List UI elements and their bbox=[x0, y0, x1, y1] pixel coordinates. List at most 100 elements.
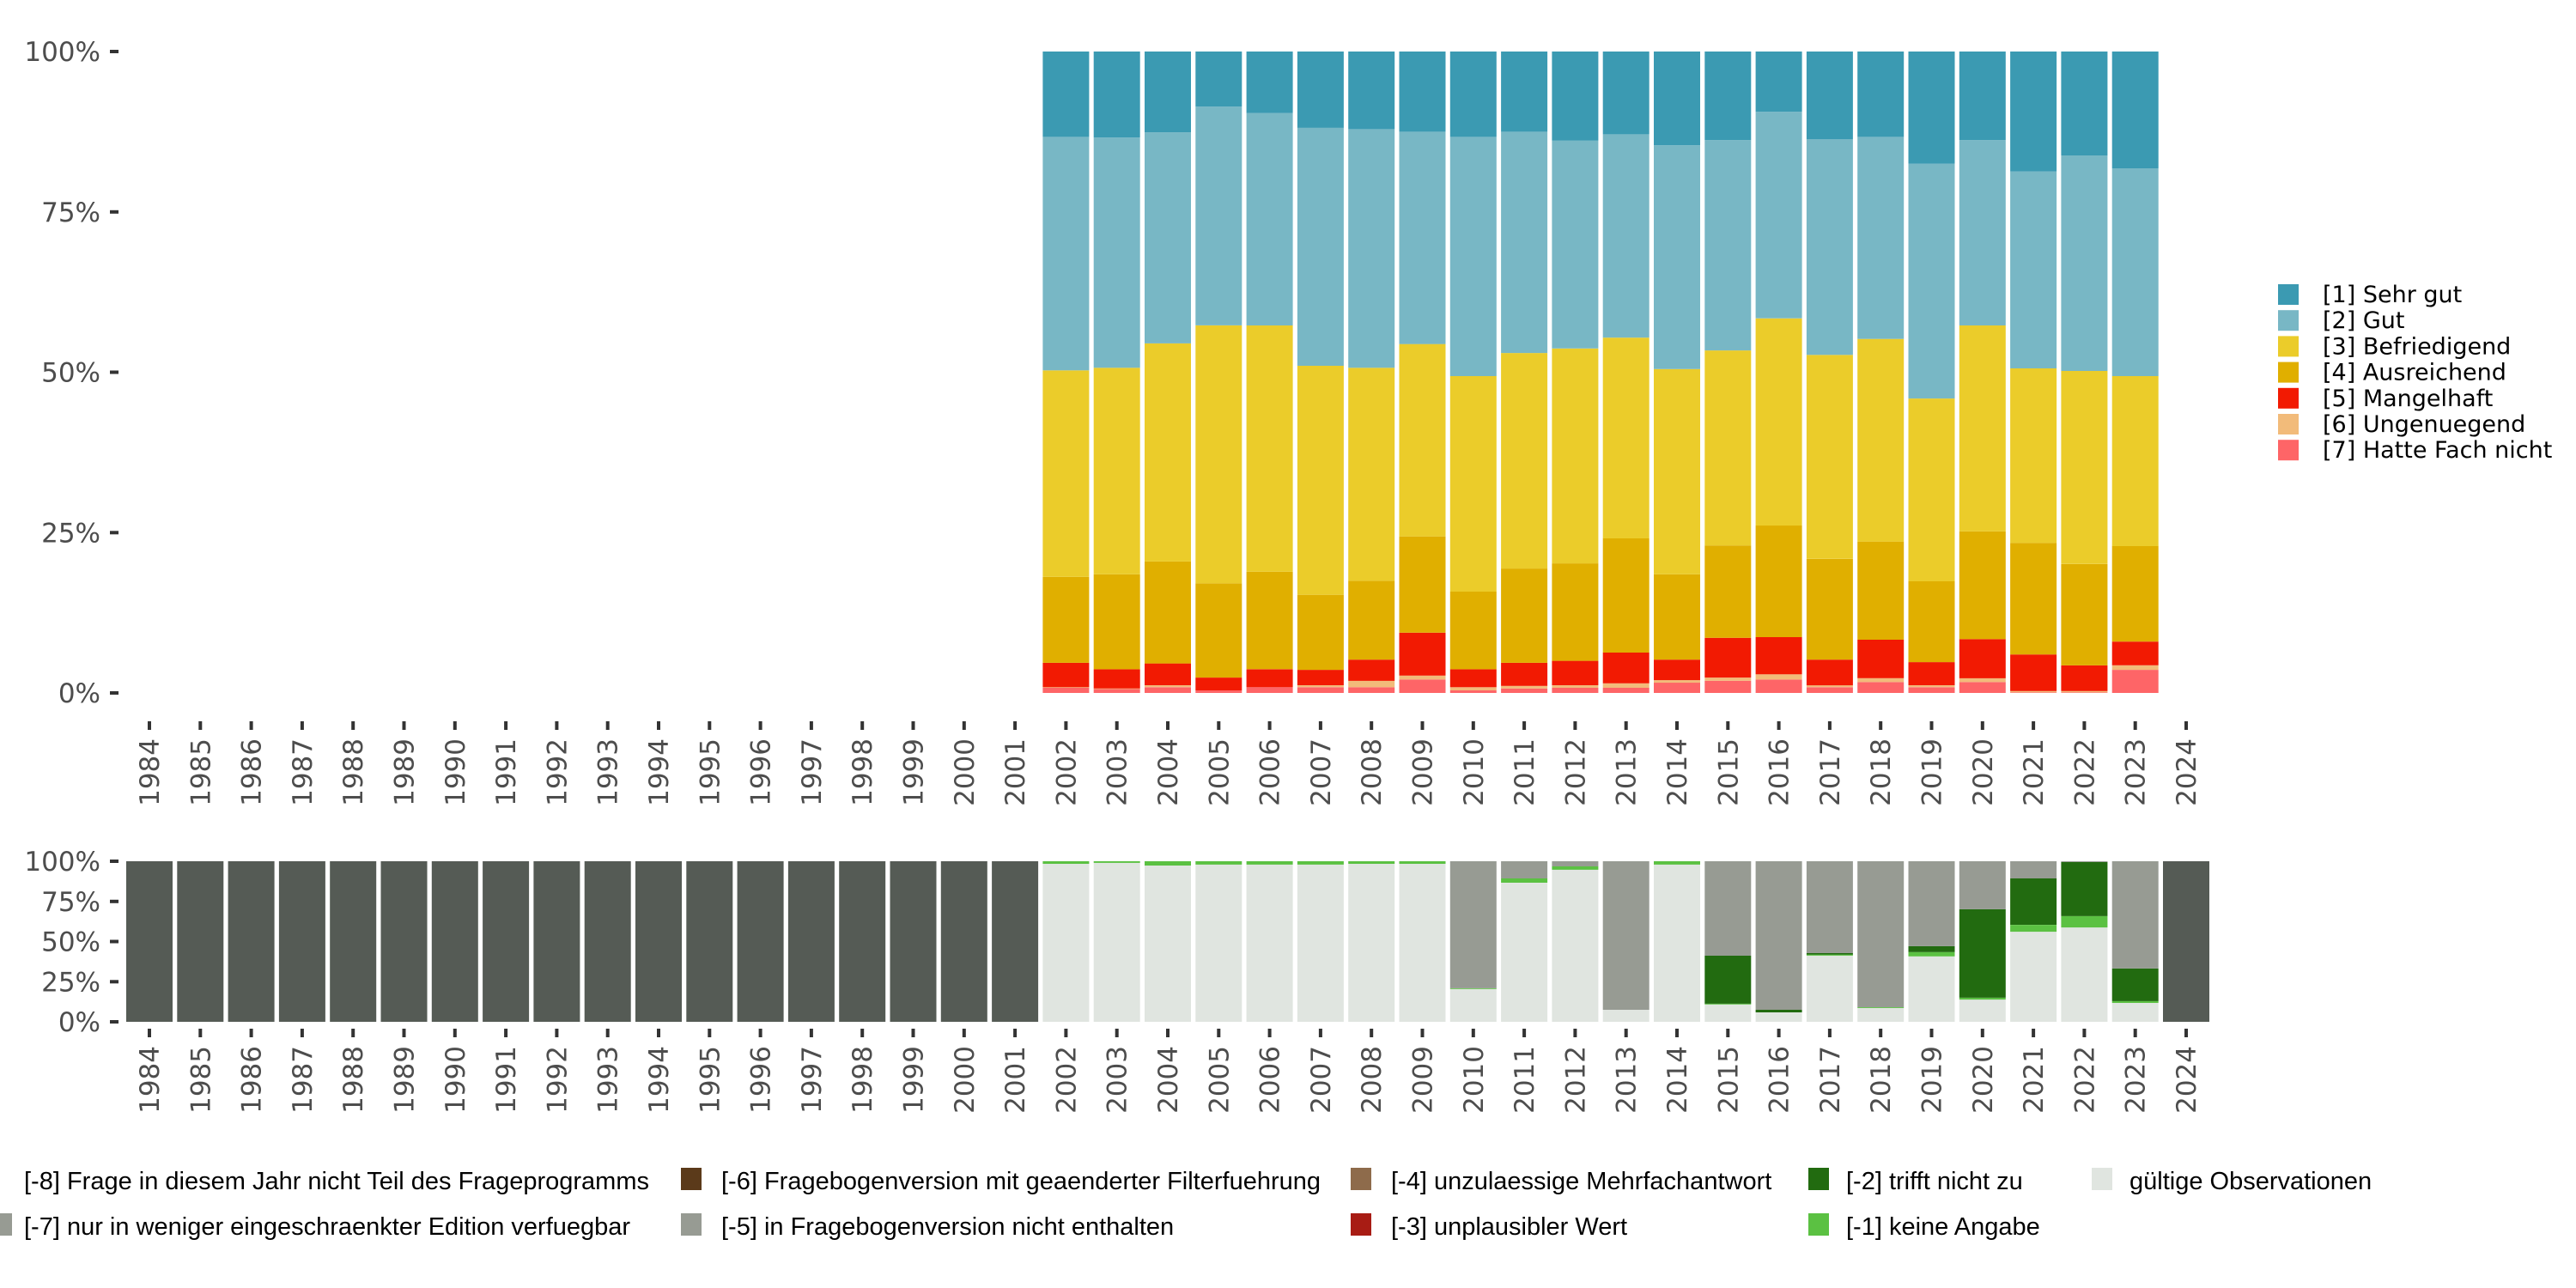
bottom-x-tick-label: 2021 bbox=[2019, 1046, 2050, 1114]
legend-label-1-sehr-gut: [1] Sehr gut bbox=[2323, 282, 2462, 308]
bottom-x-tick-label: 1999 bbox=[899, 1046, 930, 1114]
top-bar-2011-1-sehr-gut bbox=[1501, 52, 1548, 132]
bottom-x-tick-label: 1988 bbox=[338, 1046, 369, 1114]
bottom-bar-2013-g-ltige-observationen bbox=[1602, 1010, 1649, 1022]
bottom-bar-2018-5-in-fragebogenversion-nicht-enthalten bbox=[1857, 861, 1905, 1007]
top-x-tick-label: 2022 bbox=[2069, 738, 2100, 806]
bottom-x-tick-mark bbox=[708, 1029, 712, 1037]
bottom-bar-2020-5-in-fragebogenversion-nicht-enthalten bbox=[1959, 861, 2006, 909]
top-x-tick-mark bbox=[1980, 721, 1984, 730]
top-legend: [1] Sehr gut[2] Gut[3] Befriedigend[4] A… bbox=[2278, 282, 2552, 464]
top-bar-2014-3-befriedigend bbox=[1654, 368, 1700, 574]
bottom-y-tick-label: 100% bbox=[24, 847, 100, 878]
top-x-tick-mark bbox=[2133, 721, 2137, 730]
top-bar-2022-1-sehr-gut bbox=[2061, 52, 2108, 155]
top-bar-2017-4-ausreichend bbox=[1806, 558, 1853, 660]
bottom-x-tick-label: 1995 bbox=[695, 1046, 726, 1114]
top-bar-2005-7-hatte-fach-nicht bbox=[1195, 690, 1242, 693]
bottom-x-tick-label: 1998 bbox=[848, 1046, 878, 1114]
top-bar-2002-2-gut bbox=[1042, 137, 1090, 371]
bottom-bar-1990-8-frage-in-diesem-jahr-nicht-teil-des-frageprogramms bbox=[431, 861, 478, 1022]
bottom-bar-2002-1-keine-angabe bbox=[1042, 861, 1090, 864]
top-bar-2018-7-hatte-fach-nicht bbox=[1857, 682, 1905, 693]
legend-label-g-ltige-observationen: gültige Observationen bbox=[2129, 1168, 2372, 1195]
bottom-bar-2007-g-ltige-observationen bbox=[1297, 864, 1344, 1022]
bottom-x-tick-mark bbox=[453, 1029, 457, 1037]
bottom-plot-area bbox=[126, 861, 2209, 1022]
top-x-tick-mark bbox=[2032, 721, 2036, 730]
bottom-x-tick-label: 2010 bbox=[1459, 1046, 1490, 1114]
bottom-y-tick-label: 75% bbox=[41, 887, 100, 918]
top-x-tick-label: 1999 bbox=[899, 738, 930, 806]
bottom-x-tick-label: 2020 bbox=[1968, 1046, 1999, 1114]
top-bar-2014-7-hatte-fach-nicht bbox=[1654, 683, 1700, 693]
bottom-x-tick-label: 1990 bbox=[440, 1046, 471, 1114]
bottom-bar-1992-8-frage-in-diesem-jahr-nicht-teil-des-frageprogramms bbox=[533, 861, 580, 1022]
bottom-bar-2021-2-trifft-nicht-zu bbox=[2010, 878, 2057, 925]
bottom-x-tick-mark bbox=[1013, 1029, 1018, 1037]
top-bar-2006-1-sehr-gut bbox=[1246, 52, 1293, 113]
top-bar-2021-5-mangelhaft bbox=[2010, 654, 2057, 691]
top-bar-2007-3-befriedigend bbox=[1297, 366, 1344, 595]
bottom-x-tick-mark bbox=[148, 1029, 151, 1037]
bottom-x-tick-mark bbox=[555, 1029, 559, 1037]
top-x-tick-mark bbox=[911, 721, 915, 730]
bottom-x-tick-label: 2012 bbox=[1560, 1046, 1591, 1114]
top-bar-2017-6-ungenuegend bbox=[1806, 685, 1853, 688]
bottom-x-tick-label: 1994 bbox=[644, 1046, 675, 1114]
legend-label-3-befriedigend: [3] Befriedigend bbox=[2323, 333, 2511, 360]
top-x-tick-mark bbox=[148, 721, 151, 730]
top-bar-2015-6-ungenuegend bbox=[1704, 677, 1752, 681]
top-bar-2011-2-gut bbox=[1501, 131, 1548, 354]
top-y-tick-label: 100% bbox=[24, 37, 100, 68]
bottom-bar-2012-5-in-fragebogenversion-nicht-enthalten bbox=[1552, 861, 1599, 866]
bottom-bar-2014-1-keine-angabe bbox=[1654, 861, 1700, 865]
bottom-bar-2011-1-keine-angabe bbox=[1501, 878, 1548, 883]
bottom-bar-2019-g-ltige-observationen bbox=[1908, 956, 1955, 1022]
bottom-x-tick-mark bbox=[1624, 1029, 1628, 1037]
bottom-x-tick-mark bbox=[1879, 1029, 1883, 1037]
top-x-tick-label: 2011 bbox=[1510, 738, 1540, 806]
top-bar-2002-4-ausreichend bbox=[1042, 576, 1090, 663]
legend-label-6-fragebogenversion-mit-geaenderter-filterfuehrung: [-6] Fragebogenversion mit geaenderter F… bbox=[721, 1168, 1321, 1195]
bottom-bar-1993-8-frage-in-diesem-jahr-nicht-teil-des-frageprogramms bbox=[584, 861, 631, 1022]
top-y-tick-mark bbox=[110, 50, 118, 53]
bottom-bar-2024-8-frage-in-diesem-jahr-nicht-teil-des-frageprogramms bbox=[2163, 861, 2209, 1022]
top-bar-2021-4-ausreichend bbox=[2010, 543, 2057, 655]
top-bar-2008-2-gut bbox=[1348, 129, 1395, 368]
top-bar-2023-4-ausreichend bbox=[2111, 545, 2159, 642]
top-bar-2016-5-mangelhaft bbox=[1755, 637, 1802, 675]
top-x-tick-label: 1991 bbox=[491, 738, 522, 806]
top-bar-2014-2-gut bbox=[1654, 145, 1700, 369]
bottom-bar-2012-1-keine-angabe bbox=[1552, 866, 1599, 870]
bottom-bar-2015-5-in-fragebogenversion-nicht-enthalten bbox=[1704, 861, 1752, 956]
top-x-tick-label: 2013 bbox=[1612, 738, 1643, 806]
top-bar-2010-1-sehr-gut bbox=[1449, 52, 1497, 137]
bottom-x-tick-label: 2006 bbox=[1255, 1046, 1286, 1114]
top-x-tick-mark bbox=[453, 721, 457, 730]
bottom-x-tick-mark bbox=[1420, 1029, 1425, 1037]
top-y-tick-mark bbox=[110, 691, 118, 695]
bottom-x-tick-label: 2019 bbox=[1917, 1046, 1948, 1114]
top-bar-2019-5-mangelhaft bbox=[1908, 662, 1955, 685]
bottom-x-tick-label: 2009 bbox=[1408, 1046, 1439, 1114]
bottom-y-tick-label: 25% bbox=[41, 967, 100, 998]
top-x-tick-mark bbox=[1777, 721, 1781, 730]
top-x-tick-mark bbox=[2082, 721, 2087, 730]
top-y-tick-mark bbox=[110, 531, 118, 535]
top-x-tick-label: 2018 bbox=[1866, 738, 1897, 806]
bottom-y-tick-mark bbox=[110, 860, 118, 863]
top-x-tick-mark bbox=[708, 721, 712, 730]
top-bar-2002-1-sehr-gut bbox=[1042, 52, 1090, 137]
bottom-x-axis: 1984 1985 1986 1987 1988 1989 1990 1991 1992 1993… bbox=[135, 1029, 2202, 1114]
bottom-x-tick-mark bbox=[605, 1029, 610, 1037]
bottom-bar-2007-1-keine-angabe bbox=[1297, 861, 1344, 865]
bottom-bar-2018-1-keine-angabe bbox=[1857, 1007, 1905, 1008]
bottom-bar-2017-g-ltige-observationen bbox=[1806, 956, 1853, 1022]
legend-swatch-7-nur-in-weniger-eingeschraenkter-edition-verfuegbar bbox=[0, 1213, 12, 1236]
legend-label-2-gut: [2] Gut bbox=[2323, 307, 2404, 334]
bottom-x-tick-mark bbox=[1827, 1029, 1832, 1037]
legend-label-5-in-fragebogenversion-nicht-enthalten: [-5] in Fragebogenversion nicht enthalte… bbox=[721, 1213, 1174, 1241]
bottom-bar-1995-8-frage-in-diesem-jahr-nicht-teil-des-frageprogramms bbox=[686, 861, 733, 1022]
